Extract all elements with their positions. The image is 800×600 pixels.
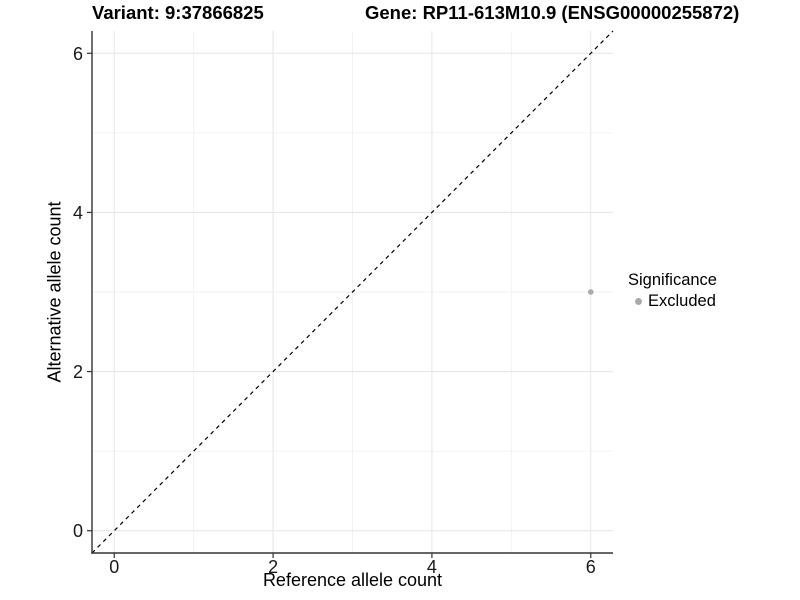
gridlines-minor	[92, 31, 613, 553]
identity-line	[91, 30, 614, 554]
tick-marks	[87, 52, 592, 558]
y-tick-label: 6	[73, 44, 83, 64]
legend: Significance Excluded	[628, 271, 717, 311]
x-tick-label: 4	[427, 557, 437, 577]
y-tick-label: 2	[73, 362, 83, 382]
y-tick-label: 4	[73, 203, 83, 223]
axis-lines	[91, 31, 613, 554]
x-tick-labels: 0 2 4 6	[109, 557, 596, 577]
x-axis-title: Reference allele count	[262, 570, 443, 590]
y-tick-labels: 0 2 4 6	[73, 44, 83, 541]
legend-item-excluded: Excluded	[628, 292, 717, 311]
gene-title: Gene: RP11-613M10.9 (ENSG00000255872)	[365, 2, 740, 23]
data-points	[587, 289, 594, 295]
data-point	[587, 289, 594, 295]
legend-title: Significance	[628, 271, 717, 289]
x-tick-label: 6	[586, 557, 596, 577]
variant-title: Variant: 9:37866825	[92, 2, 264, 23]
x-tick-label: 0	[109, 557, 119, 577]
legend-point-icon	[635, 298, 642, 305]
legend-item-label: Excluded	[648, 292, 716, 310]
y-axis-title: Alternative allele count	[44, 201, 65, 383]
identity-reference-line	[91, 30, 614, 554]
x-tick-label: 2	[268, 557, 278, 577]
y-tick-label: 0	[73, 521, 83, 541]
